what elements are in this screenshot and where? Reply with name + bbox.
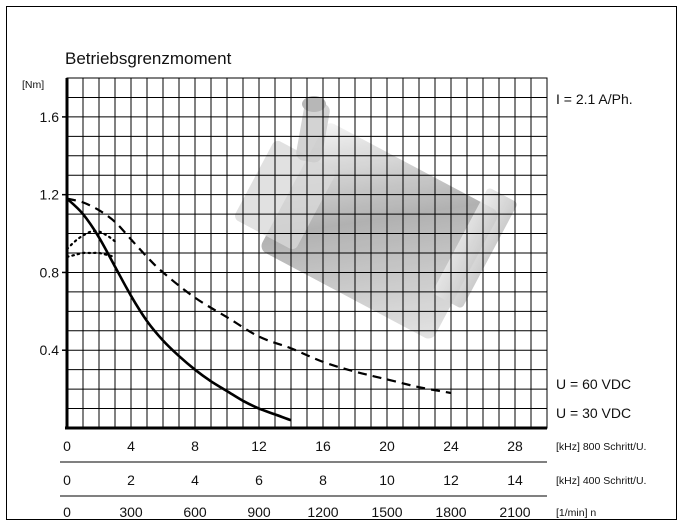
x-tick-label: 1500 — [371, 504, 402, 520]
series-line-u-30-vdc — [66, 197, 292, 422]
plot-labels: 0.40.81.21.60 4 8 12 16 20 24 28 [kHz] 800 Schri… — [40, 109, 647, 520]
x-tick-label: 12 — [443, 472, 459, 488]
x-axis-label: [kHz] 800 Schritt/U. — [556, 441, 646, 453]
x-tick-label: 8 — [191, 438, 199, 454]
y-axis-unit: [Nm] — [22, 79, 44, 91]
x-tick-label: 0 — [63, 504, 71, 520]
x-tick-label: 2100 — [499, 504, 530, 520]
chart-title: Betriebsgrenzmoment — [65, 49, 232, 68]
x-tick-label: 6 — [255, 472, 263, 488]
y-tick-label: 0.8 — [40, 264, 60, 280]
y-tick-label: 0.4 — [40, 342, 60, 358]
plot-grid — [67, 78, 547, 428]
x-tick-label: 1800 — [435, 504, 466, 520]
x-tick-label: 28 — [507, 438, 523, 454]
x-tick-label: 14 — [507, 472, 523, 488]
x-tick-label: 16 — [315, 438, 331, 454]
x-tick-label: 4 — [191, 472, 199, 488]
series-label: U = 60 VDC — [556, 376, 631, 392]
x-tick-label: 0 — [63, 438, 71, 454]
plot-axes — [60, 77, 548, 497]
x-axis-label: [1/min] n — [556, 507, 596, 519]
x-tick-label: 900 — [247, 504, 271, 520]
y-tick-label: 1.2 — [40, 187, 60, 203]
x-tick-label: 300 — [119, 504, 143, 520]
series-line-dotted-3 — [65, 251, 117, 258]
y-tick-label: 1.6 — [40, 109, 60, 125]
x-tick-label: 20 — [379, 438, 395, 454]
current-annotation: I = 2.1 A/Ph. — [556, 91, 633, 107]
x-tick-label: 1200 — [307, 504, 338, 520]
x-tick-label: 0 — [63, 472, 71, 488]
x-tick-label: 4 — [127, 438, 135, 454]
plot-curves — [65, 197, 452, 422]
series-label: U = 30 VDC — [556, 405, 631, 421]
series-line-u-60-vdc — [66, 197, 452, 395]
stepper-motor-image — [235, 96, 517, 339]
x-axis-label: [kHz] 400 Schritt/U. — [556, 475, 646, 487]
x-tick-label: 600 — [183, 504, 207, 520]
series-line-dotted-2 — [65, 230, 117, 251]
x-tick-label: 2 — [127, 472, 135, 488]
x-tick-label: 8 — [319, 472, 327, 488]
x-tick-label: 24 — [443, 438, 459, 454]
x-tick-label: 12 — [251, 438, 267, 454]
x-tick-label: 10 — [379, 472, 395, 488]
